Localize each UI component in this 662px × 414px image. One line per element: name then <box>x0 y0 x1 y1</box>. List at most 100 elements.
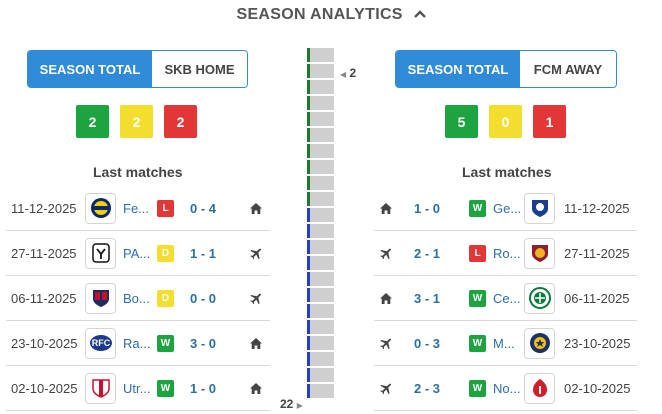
team-name[interactable]: Bo... <box>123 290 150 306</box>
team-name[interactable]: No... <box>493 380 521 396</box>
right-toggle: SEASON TOTAL FCM AWAY <box>395 50 617 88</box>
home-tab[interactable]: SKB HOME <box>152 51 247 87</box>
timeline-top-label: 2 <box>349 66 357 80</box>
last-matches-title: Last matches <box>93 164 183 180</box>
timeline-segment <box>307 304 334 318</box>
timeline-segment <box>307 96 334 110</box>
home-icon <box>378 290 394 306</box>
timeline-segment-edge <box>307 336 310 350</box>
match-score: 1 - 1 <box>190 245 217 261</box>
timeline-segment-edge <box>307 272 310 286</box>
timeline-segment <box>307 352 334 366</box>
wins-count: 2 <box>76 105 109 138</box>
airplane-icon <box>378 245 394 261</box>
timeline-segment-edge <box>307 64 310 78</box>
team-name[interactable]: Ce... <box>493 290 521 306</box>
timeline-segment <box>307 64 334 78</box>
season-analytics-header[interactable]: SEASON ANALYTICS <box>0 6 662 24</box>
timeline-segment <box>307 160 334 174</box>
timeline-segment <box>307 192 334 206</box>
left-result-counts: 2 2 2 <box>76 105 197 138</box>
draws-count: 0 <box>489 105 522 138</box>
section-title: SEASON ANALYTICS <box>236 6 403 24</box>
maccabi-logo <box>524 327 555 359</box>
result-badge: D <box>157 289 174 307</box>
result-badge: W <box>157 334 174 352</box>
timeline-segment <box>307 288 334 302</box>
timeline-segment-edge <box>307 144 310 158</box>
right-result-counts: 5 0 1 <box>445 105 566 138</box>
timeline-segment-edge <box>307 192 310 206</box>
airplane-icon <box>248 245 264 261</box>
timeline-segment <box>307 368 334 382</box>
match-score: 2 - 1 <box>414 245 441 261</box>
timeline-segment-edge <box>307 320 310 334</box>
result-badge: W <box>469 199 486 217</box>
timeline-segment <box>307 128 334 142</box>
match-row[interactable]: 27-11-2025 PA... D 1 - 1 <box>6 231 270 276</box>
timeline-segment <box>307 320 334 334</box>
timeline-segment-edge <box>307 128 310 142</box>
timeline-segment-edge <box>307 256 310 270</box>
match-date: 02-10-2025 <box>11 380 78 396</box>
timeline-segment-edge <box>307 80 310 94</box>
match-row[interactable]: 1 - 0 W Ge... 11-12-2025 <box>374 186 637 231</box>
celtic-logo <box>524 282 555 314</box>
result-badge: L <box>157 199 174 217</box>
utrecht-logo <box>85 372 116 404</box>
match-date: 27-11-2025 <box>11 245 77 261</box>
result-badge: W <box>157 379 174 397</box>
season-total-tab[interactable]: SEASON TOTAL <box>28 51 152 87</box>
result-badge: W <box>469 334 486 352</box>
match-score: 0 - 0 <box>190 290 217 306</box>
match-score: 1 - 0 <box>190 380 217 396</box>
match-row[interactable]: 0 - 3 W M... 23-10-2025 <box>374 321 637 366</box>
team-name[interactable]: Fe... <box>123 200 150 216</box>
timeline-segment <box>307 176 334 190</box>
timeline-segment-edge <box>307 368 310 382</box>
match-score: 0 - 4 <box>190 200 217 216</box>
timeline-segment <box>307 208 334 222</box>
losses-count: 1 <box>533 105 566 138</box>
season-total-tab[interactable]: SEASON TOTAL <box>396 51 520 87</box>
team-name[interactable]: Ro... <box>493 245 521 261</box>
team-name[interactable]: Utr... <box>123 380 151 396</box>
timeline-segment-edge <box>307 240 310 254</box>
paok-logo <box>85 237 116 269</box>
team-name[interactable]: Ge... <box>493 200 522 216</box>
timeline-segment <box>307 80 334 94</box>
home-icon <box>248 380 264 396</box>
match-date: 23-10-2025 <box>564 335 631 351</box>
svg-text:RFC: RFC <box>91 338 110 348</box>
timeline-segment-edge <box>307 224 310 238</box>
match-score: 2 - 3 <box>414 380 441 396</box>
match-row[interactable]: 02-10-2025 Utr... W 1 - 0 <box>6 366 270 411</box>
match-row[interactable]: 2 - 3 W No... 02-10-2025 <box>374 366 637 411</box>
away-tab[interactable]: FCM AWAY <box>520 51 616 87</box>
timeline-segment <box>307 240 334 254</box>
airplane-icon <box>248 290 264 306</box>
timeline-segment <box>307 144 334 158</box>
match-row[interactable]: 11-12-2025 Fe... L 0 - 4 <box>6 186 270 231</box>
timeline-segment-edge <box>307 176 310 190</box>
match-row[interactable]: 06-11-2025 Bo... D 0 - 0 <box>6 276 270 321</box>
team-name[interactable]: Ra... <box>123 335 151 351</box>
timeline-segment-edge <box>307 304 310 318</box>
match-row[interactable]: 23-10-2025 RFC Ra... W 3 - 0 <box>6 321 270 366</box>
match-date: 06-11-2025 <box>11 290 77 306</box>
timeline-segment <box>307 224 334 238</box>
match-date: 27-11-2025 <box>564 245 630 261</box>
match-row[interactable]: 2 - 1 L Ro... 27-11-2025 <box>374 231 637 276</box>
draws-count: 2 <box>120 105 153 138</box>
home-icon <box>248 335 264 351</box>
timeline-segment-edge <box>307 288 310 302</box>
home-icon <box>248 200 264 216</box>
chevron-up-icon <box>413 6 426 24</box>
airplane-icon <box>378 335 394 351</box>
team-name[interactable]: M... <box>493 335 515 351</box>
timeline-segment <box>307 256 334 270</box>
timeline-segment-edge <box>307 48 310 62</box>
team-name[interactable]: PA... <box>123 245 151 261</box>
match-score: 3 - 0 <box>190 335 217 351</box>
match-row[interactable]: 3 - 1 W Ce... 06-11-2025 <box>374 276 637 321</box>
